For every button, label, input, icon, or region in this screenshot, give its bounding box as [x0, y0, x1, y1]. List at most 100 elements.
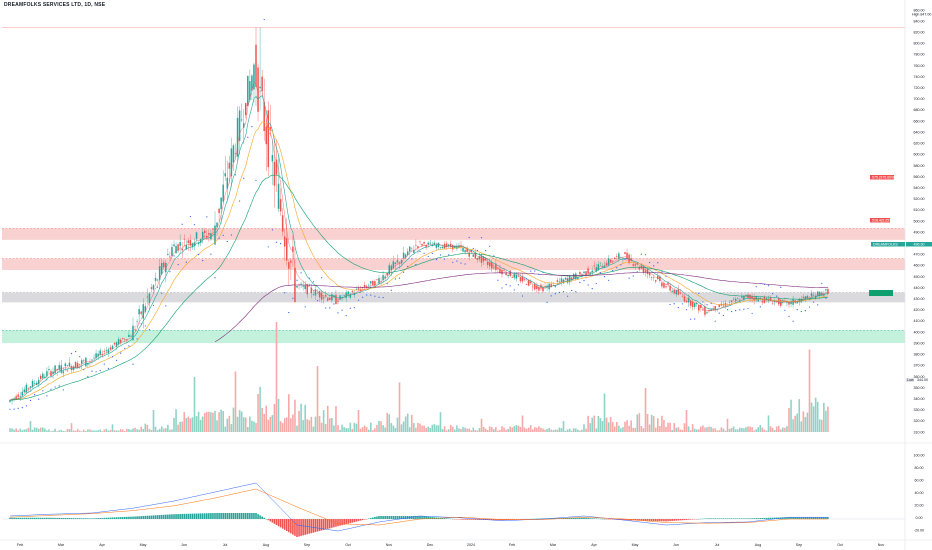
macd-histogram-bar	[677, 519, 680, 521]
candle-body	[488, 262, 491, 267]
macd-histogram-bar	[749, 518, 751, 519]
price-tick-label: 340.00	[914, 397, 925, 401]
candle-body	[495, 263, 497, 270]
candle-body	[501, 270, 503, 275]
volume-bar	[50, 431, 52, 432]
candle-body	[806, 295, 809, 299]
candle-body	[392, 261, 395, 269]
volume-bar	[722, 428, 725, 432]
macd-histogram-bar	[97, 518, 99, 519]
volume-bar	[294, 399, 296, 432]
candle-body	[532, 286, 534, 288]
macd-histogram-bar	[552, 518, 555, 519]
volume-bar	[13, 429, 15, 432]
candle-body	[761, 301, 764, 303]
macd-histogram-bar	[759, 518, 762, 519]
volume-bar	[726, 418, 729, 432]
volume-bar	[681, 430, 684, 432]
psar-dot	[489, 245, 491, 247]
candle-body	[646, 269, 649, 275]
macd-histogram-bar	[728, 518, 731, 519]
candle	[693, 302, 696, 310]
psar-dot	[349, 307, 351, 309]
volume-bar	[19, 428, 22, 432]
macd-histogram-bar	[732, 518, 735, 519]
candle	[181, 242, 183, 259]
candle	[281, 208, 284, 237]
macd-histogram-bar	[587, 518, 589, 519]
macd-histogram-bar	[277, 519, 280, 527]
macd-histogram-bar	[714, 518, 716, 519]
volume-bar	[281, 423, 284, 432]
macd-histogram-bar	[380, 516, 382, 519]
volume-bar	[343, 427, 345, 432]
candle-body	[271, 154, 274, 162]
macd-histogram-bar	[218, 513, 220, 519]
volume-bar	[31, 429, 34, 432]
volume-bar	[714, 428, 716, 432]
volume-bar	[39, 427, 42, 432]
macd-histogram-bar	[810, 517, 813, 519]
volume-bar	[484, 428, 487, 432]
volume-bar	[54, 428, 56, 432]
candle-body	[265, 126, 267, 145]
candle	[376, 278, 378, 281]
volume-bar	[359, 428, 362, 432]
candle-body	[322, 297, 325, 299]
macd-histogram-bar	[154, 515, 157, 519]
candle-body	[361, 287, 364, 289]
price-tick-label: 680.00	[914, 108, 925, 112]
psar-dot	[427, 255, 429, 258]
macd-histogram-bar	[736, 518, 739, 519]
psar-dot	[353, 307, 355, 309]
low-value: 344.00	[917, 378, 928, 382]
macd-histogram-bar	[706, 518, 708, 519]
volume-bar	[560, 428, 563, 432]
macd-histogram-bar	[628, 519, 630, 521]
psar-dot	[25, 405, 27, 407]
macd-histogram-bar	[585, 517, 587, 519]
candle-body	[232, 145, 235, 163]
candle	[331, 292, 333, 303]
volume-bar	[827, 406, 829, 432]
psar-dot	[255, 179, 257, 181]
psar-dot	[161, 292, 163, 294]
volume-bar	[249, 416, 251, 432]
macd-histogram-bar	[359, 519, 362, 521]
volume-bar	[460, 429, 462, 432]
candle	[372, 280, 374, 286]
candle	[134, 325, 136, 332]
psar-dot	[661, 271, 663, 273]
psar-dot	[304, 306, 306, 308]
macd-histogram-bar	[654, 519, 657, 522]
candle-body	[556, 280, 559, 282]
volume-bar	[488, 426, 491, 432]
psar-dot	[550, 295, 552, 297]
volume-bar	[21, 430, 24, 432]
psar-dot	[321, 277, 323, 279]
volume-bar	[642, 428, 645, 432]
macd-histogram-bar	[216, 513, 218, 519]
macd-histogram-bar	[427, 516, 429, 519]
psar-dot	[554, 293, 556, 295]
volume-bar	[527, 427, 530, 432]
macd-histogram-bar	[9, 517, 11, 519]
macd-histogram-bar	[271, 519, 274, 523]
volume-bar	[99, 429, 101, 432]
volume-bar	[271, 415, 274, 432]
candle-body	[665, 286, 667, 288]
macd-histogram-bar	[818, 517, 821, 519]
volume-bar	[263, 413, 265, 432]
psar-dot	[157, 286, 159, 288]
volume-bar	[247, 427, 249, 432]
candle	[226, 160, 229, 202]
macd-histogram-bar	[249, 513, 251, 519]
candle-body	[62, 371, 65, 374]
volume-bar	[404, 416, 407, 432]
psar-dot	[165, 305, 167, 307]
volume-bar	[433, 424, 436, 432]
volume-bar	[568, 428, 571, 432]
macd-histogram-bar	[72, 518, 75, 519]
psar-dot	[251, 126, 253, 128]
